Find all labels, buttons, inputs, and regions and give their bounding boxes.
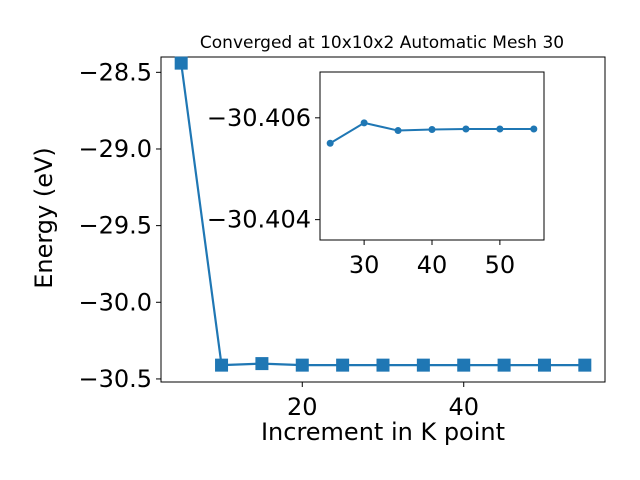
data-point xyxy=(394,127,402,135)
data-point xyxy=(215,358,229,372)
x-tick-label: 40 xyxy=(448,393,479,421)
data-point xyxy=(255,357,269,371)
y-axis-label: Energy (eV) xyxy=(30,147,58,289)
inset-plot-frame xyxy=(319,71,545,241)
y-tick-label: −30.0 xyxy=(78,288,152,316)
data-point xyxy=(578,358,592,372)
data-point xyxy=(457,358,471,372)
y-tick-label: −28.5 xyxy=(78,58,152,86)
y-tick-label: −30.406 xyxy=(207,104,311,132)
y-tick-label: −30.404 xyxy=(207,206,311,234)
data-point xyxy=(360,119,368,127)
main-axes: 20 40 −28.5 −29.0 −29.5 −30.0 −30.5 xyxy=(78,56,606,421)
data-point xyxy=(496,125,504,133)
data-point xyxy=(537,358,551,372)
data-point xyxy=(530,125,538,133)
data-point xyxy=(376,358,390,372)
x-tick-label: 50 xyxy=(485,251,516,279)
x-axis-label: Increment in K point xyxy=(261,418,505,446)
inset-axes: 30 40 50 −30.406 −30.404 xyxy=(207,71,545,279)
data-point xyxy=(428,126,436,134)
data-point xyxy=(462,125,470,133)
x-tick-label: 40 xyxy=(417,251,448,279)
chart-title: Converged at 10x10x2 Automatic Mesh 30 xyxy=(200,33,564,53)
y-tick-label: −29.5 xyxy=(78,212,152,240)
y-tick-label: −30.5 xyxy=(78,365,152,393)
y-tick-label: −29.0 xyxy=(78,135,152,163)
data-point xyxy=(174,56,188,70)
data-point xyxy=(497,358,511,372)
data-point xyxy=(326,139,334,147)
data-point xyxy=(295,358,309,372)
main-plot-frame xyxy=(160,56,606,383)
data-point xyxy=(336,358,350,372)
data-point xyxy=(416,358,430,372)
x-tick-label: 30 xyxy=(349,251,380,279)
x-tick-label: 20 xyxy=(287,393,318,421)
